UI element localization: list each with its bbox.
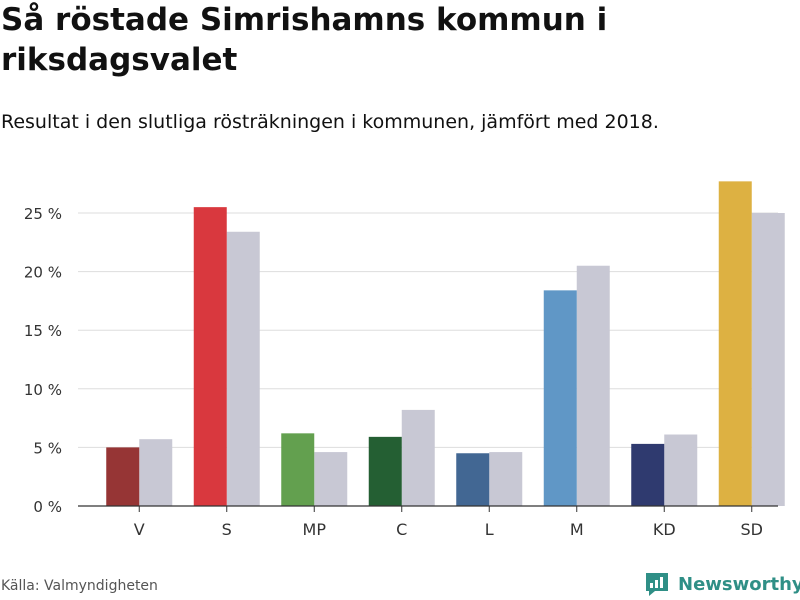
- bar-2022-sd: [718, 181, 752, 506]
- chart-subtitle: Resultat i den slutliga rösträkningen i …: [1, 111, 659, 133]
- bar-2022-s: [193, 207, 227, 506]
- y-tick-label: 25 %: [24, 205, 62, 223]
- bar-2018-m: [576, 265, 610, 506]
- bar-2018-l: [489, 452, 523, 506]
- x-tick-label: L: [485, 520, 494, 539]
- x-tick-label: S: [222, 520, 232, 539]
- bar-2018-mp: [314, 452, 348, 506]
- y-tick-label: 15 %: [24, 322, 62, 340]
- bar-2022-c: [368, 436, 402, 506]
- bar-2022-kd: [631, 443, 665, 506]
- x-tick-label: SD: [741, 520, 763, 539]
- brand-name: Newsworthy: [678, 573, 800, 595]
- x-tick-label: C: [396, 520, 407, 539]
- source-note: Källa: Valmyndigheten: [1, 578, 158, 594]
- y-tick-label: 20 %: [24, 264, 62, 282]
- bar-2022-mp: [281, 433, 315, 506]
- newsworthy-logo-icon: [646, 572, 668, 596]
- y-tick-label: 0 %: [33, 498, 62, 516]
- x-tick-label: M: [570, 520, 584, 539]
- bar-2022-l: [456, 453, 490, 506]
- bar-2018-v: [139, 439, 173, 506]
- y-tick-label: 10 %: [24, 381, 62, 399]
- bar-2018-sd: [751, 213, 785, 506]
- newsworthy-brand: Newsworthy: [644, 570, 800, 598]
- bar-2018-kd: [664, 434, 698, 506]
- x-tick-label: V: [134, 520, 145, 539]
- bar-2018-s: [226, 231, 260, 506]
- y-tick-label: 5 %: [33, 439, 62, 457]
- x-tick-label: KD: [653, 520, 676, 539]
- bar-2018-c: [401, 409, 435, 506]
- bar-2022-v: [106, 447, 140, 506]
- x-tick-label: MP: [303, 520, 327, 539]
- bar-2022-m: [543, 290, 577, 506]
- chart-title: Så röstade Simrishamns kommun i riksdags…: [1, 2, 608, 78]
